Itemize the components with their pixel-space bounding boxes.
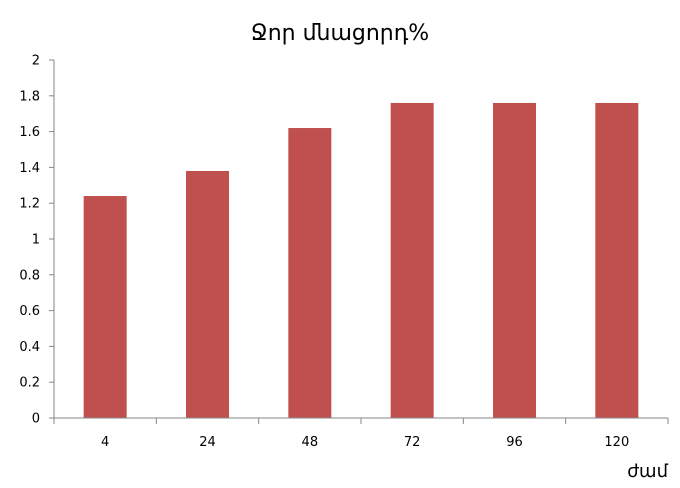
y-tick-label: 0.6 xyxy=(19,304,40,319)
bar-120 xyxy=(595,102,639,419)
y-tick-label: 1.4 xyxy=(19,161,40,176)
y-tick-label: 0.2 xyxy=(19,376,40,391)
bar-72 xyxy=(390,102,434,419)
bars xyxy=(83,102,639,419)
bar-96 xyxy=(493,102,536,419)
y-tick-label: 1.2 xyxy=(19,197,40,212)
x-tick-label: 4 xyxy=(101,435,109,450)
x-tick-label: 72 xyxy=(404,435,421,450)
x-tick-label: 120 xyxy=(604,435,629,450)
y-tick-label: 1 xyxy=(32,233,40,248)
y-tick-label: 0.8 xyxy=(19,268,40,283)
y-tick-label: 1.6 xyxy=(19,125,40,140)
chart-title: Ջոր մնացորդ% xyxy=(251,21,429,46)
bar-4 xyxy=(83,196,127,418)
x-axis: 4 24 48 72 96 120 xyxy=(53,418,669,450)
bar-24 xyxy=(186,170,229,418)
y-tick-label: 0.4 xyxy=(19,340,40,355)
y-tick-label: 0 xyxy=(32,412,40,427)
y-tick-label: 2 xyxy=(32,54,40,69)
bar-48 xyxy=(288,128,332,418)
y-tick-label: 1.8 xyxy=(19,89,40,104)
y-axis: 0 0.2 0.4 0.6 0.8 1 1.2 1.4 1.6 1.8 2 xyxy=(19,54,54,427)
x-tick-label: 48 xyxy=(302,435,319,450)
x-axis-label: ժամ xyxy=(627,461,668,482)
x-tick-label: 96 xyxy=(506,435,523,450)
x-tick-label: 24 xyxy=(199,435,216,450)
